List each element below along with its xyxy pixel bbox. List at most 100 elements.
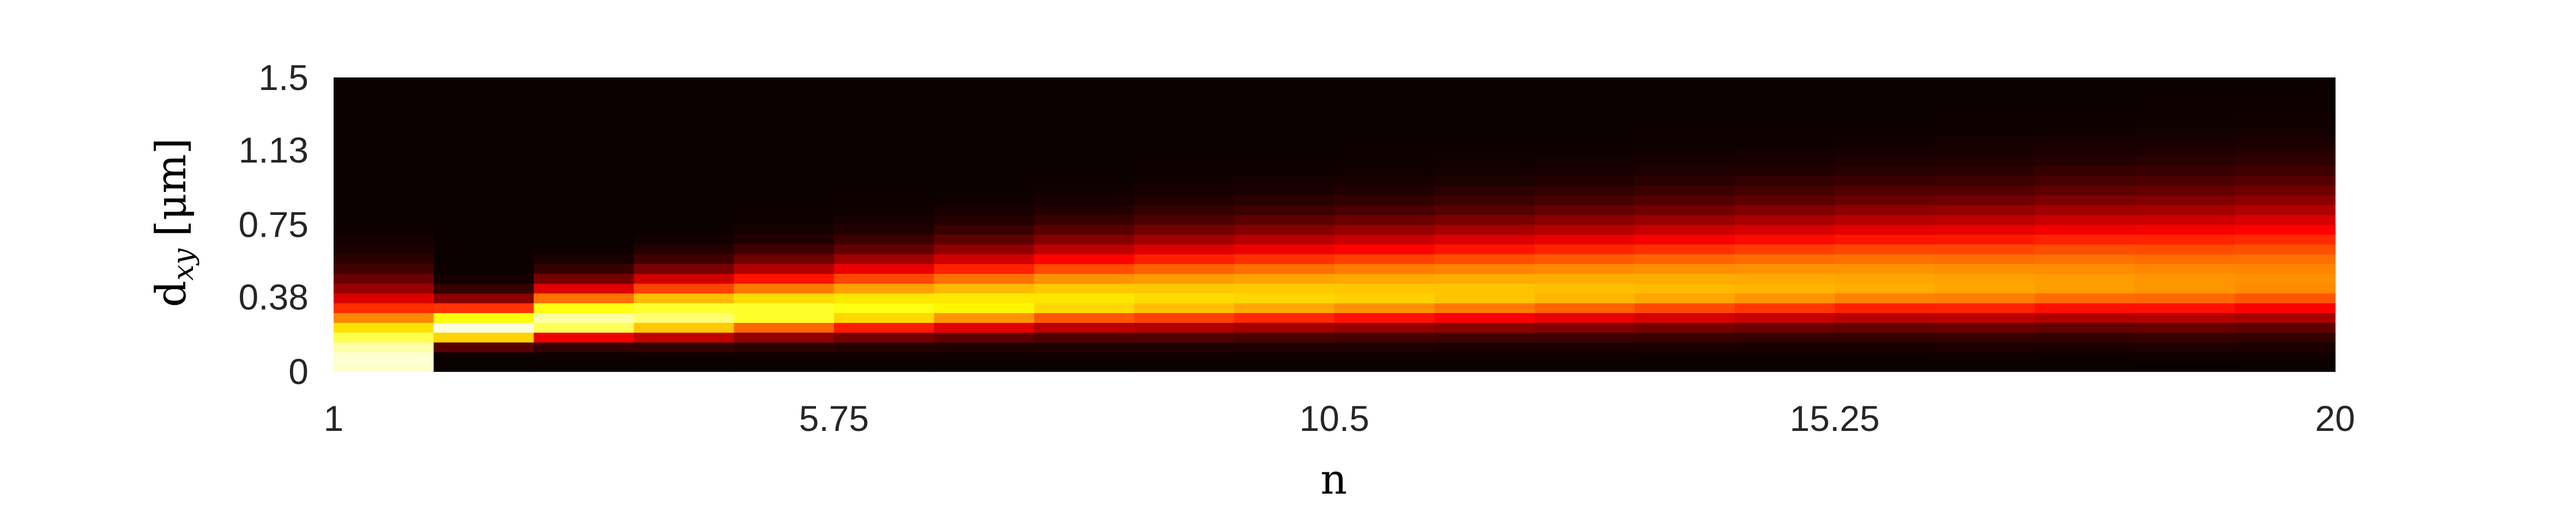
- heatmap-cell: [1934, 244, 2035, 255]
- heatmap-cell: [534, 165, 634, 176]
- heatmap-cell: [534, 195, 634, 206]
- heatmap-cell: [2235, 332, 2336, 343]
- heatmap-cell: [633, 214, 735, 225]
- heatmap-cell: [934, 254, 1035, 265]
- heatmap-cell: [1134, 214, 1235, 225]
- heatmap-cell: [2035, 185, 2136, 196]
- heatmap-cell: [534, 126, 634, 137]
- heatmap-cell: [834, 106, 935, 117]
- heatmap-cell: [1934, 254, 2035, 265]
- heatmap-cell: [734, 322, 835, 333]
- heatmap-cell: [1835, 283, 1936, 294]
- x-axis-label: n: [1321, 455, 1347, 503]
- heatmap-cell: [433, 273, 534, 284]
- heatmap-cell: [1835, 254, 1936, 265]
- heatmap-cell: [2235, 116, 2336, 127]
- heatmap-cell: [734, 106, 835, 117]
- heatmap-cell: [1234, 97, 1335, 107]
- heatmap-cell: [2035, 273, 2136, 284]
- heatmap-cell: [1134, 106, 1235, 117]
- x-tick-label: 1: [324, 398, 344, 439]
- heatmap-cell: [1334, 283, 1435, 294]
- heatmap-cell: [433, 195, 534, 206]
- heatmap-cell: [734, 342, 835, 352]
- x-tick-label: 15.25: [1789, 398, 1879, 439]
- heatmap-cell: [633, 126, 735, 137]
- heatmap-cell: [1534, 155, 1635, 166]
- heatmap-cell: [934, 126, 1035, 137]
- heatmap-cell: [1134, 244, 1235, 255]
- heatmap-cell: [633, 293, 735, 304]
- heatmap-cell: [1634, 77, 1736, 88]
- heatmap-cell: [834, 293, 935, 304]
- heatmap-cell: [433, 303, 534, 313]
- heatmap-cell: [1134, 254, 1235, 265]
- heatmap-cell: [633, 106, 735, 117]
- heatmap-cell: [2134, 116, 2236, 127]
- heatmap-cell: [1934, 155, 2035, 166]
- heatmap-cell: [1134, 165, 1235, 176]
- heatmap-cell: [2134, 254, 2236, 265]
- heatmap-cell: [2035, 283, 2136, 294]
- heatmap-cell: [1934, 175, 2035, 186]
- heatmap-cell: [2235, 244, 2336, 255]
- heatmap-cell: [1234, 155, 1335, 166]
- heatmap-cell: [1934, 293, 2035, 304]
- heatmap-cell: [734, 254, 835, 265]
- heatmap-cell: [1034, 97, 1135, 107]
- heatmap-cell: [934, 244, 1035, 255]
- heatmap-cell: [1334, 244, 1435, 255]
- heatmap-cell: [1434, 195, 1535, 206]
- heatmap-cell: [1334, 116, 1435, 127]
- heatmap-cell: [1534, 293, 1635, 304]
- heatmap-cell: [1835, 214, 1936, 225]
- y-tick-label: 0.38: [239, 277, 309, 317]
- heatmap-cell: [1034, 175, 1135, 186]
- heatmap-cell: [1835, 313, 1936, 323]
- heatmap-cell: [2035, 175, 2136, 186]
- heatmap-cell: [2035, 342, 2136, 352]
- heatmap-cell: [1835, 97, 1936, 107]
- heatmap-cell: [2134, 195, 2236, 206]
- heatmap-cell: [1734, 155, 1835, 166]
- heatmap-cell: [334, 234, 434, 245]
- x-tick-label: 5.75: [799, 398, 869, 439]
- heatmap-cell: [1634, 185, 1736, 196]
- heatmap-cell: [1634, 126, 1736, 137]
- heatmap-cell: [2235, 224, 2336, 235]
- heatmap-cell: [433, 126, 534, 137]
- heatmap-cell: [1634, 116, 1736, 127]
- heatmap-cell: [1734, 322, 1835, 333]
- heatmap-cell: [1534, 106, 1635, 117]
- heatmap-cell: [1334, 214, 1435, 225]
- heatmap-cell: [1835, 195, 1936, 206]
- heatmap-cell: [1334, 234, 1435, 245]
- heatmap-cell: [2035, 97, 2136, 107]
- heatmap-cell: [1134, 234, 1235, 245]
- heatmap-cell: [1234, 214, 1335, 225]
- heatmap-cell: [1835, 136, 1936, 147]
- heatmap-cell: [334, 224, 434, 235]
- heatmap-cell: [1334, 165, 1435, 176]
- heatmap-cell: [1334, 97, 1435, 107]
- heatmap-cell: [433, 244, 534, 255]
- heatmap-cell: [1034, 332, 1135, 343]
- heatmap-cell: [1934, 273, 2035, 284]
- heatmap-cell: [433, 165, 534, 176]
- heatmap-cell: [1334, 322, 1435, 333]
- heatmap-cell: [1434, 185, 1535, 196]
- heatmap-cell: [1835, 116, 1936, 127]
- x-axis-ticks: 1 5.75 10.5 15.25 20: [324, 398, 2355, 439]
- heatmap-cell: [2235, 214, 2336, 225]
- heatmap-cell: [1134, 352, 1235, 362]
- heatmap-cell: [734, 97, 835, 107]
- heatmap-cell: [1434, 352, 1535, 362]
- heatmap-cell: [1434, 224, 1535, 235]
- heatmap-cell: [1434, 116, 1535, 127]
- heatmap-cell: [1534, 185, 1635, 196]
- heatmap-cell: [1634, 293, 1736, 304]
- heatmap-cell: [1034, 126, 1135, 137]
- heatmap-cell: [1534, 97, 1635, 107]
- heatmap-cell: [1134, 283, 1235, 294]
- heatmap-cell: [2235, 77, 2336, 88]
